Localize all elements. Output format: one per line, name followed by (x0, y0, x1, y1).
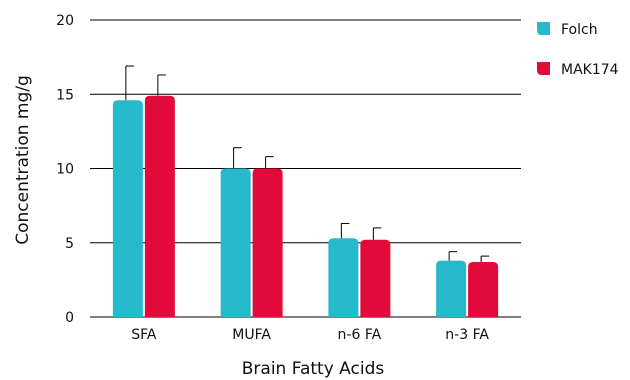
bar-mak174 (252, 168, 283, 317)
y-tick-label: 5 (65, 236, 74, 252)
legend: Folch MAK174 (537, 22, 619, 78)
bar-folch (220, 168, 251, 317)
y-tick-label: 20 (56, 13, 74, 29)
y-tick-labels: 0 5 10 15 20 (56, 13, 74, 326)
x-tick-labels: SFA MUFA n-6 FA n-3 FA (131, 327, 489, 343)
x-tick-label: n-6 FA (338, 327, 382, 343)
legend-label: Folch (561, 22, 598, 38)
bar-mak174 (144, 95, 175, 317)
bar-folch (436, 260, 467, 317)
bar-folch (328, 238, 359, 317)
bars (112, 65, 499, 317)
x-axis-title: Brain Fatty Acids (242, 359, 385, 379)
bar-folch (112, 100, 143, 317)
x-tick-label: n-3 FA (445, 327, 489, 343)
x-tick-label: SFA (131, 327, 157, 343)
legend-swatch (537, 22, 550, 35)
legend-label: MAK174 (561, 62, 619, 78)
x-tick-label: MUFA (232, 327, 271, 343)
bar-mak174 (360, 239, 391, 317)
y-axis-title: Concentration mg/g (13, 75, 33, 245)
y-tick-label: 15 (56, 87, 74, 103)
y-tick-label: 0 (65, 310, 74, 326)
bar-mak174 (468, 262, 499, 317)
legend-swatch (537, 62, 550, 75)
y-tick-label: 10 (56, 162, 74, 178)
